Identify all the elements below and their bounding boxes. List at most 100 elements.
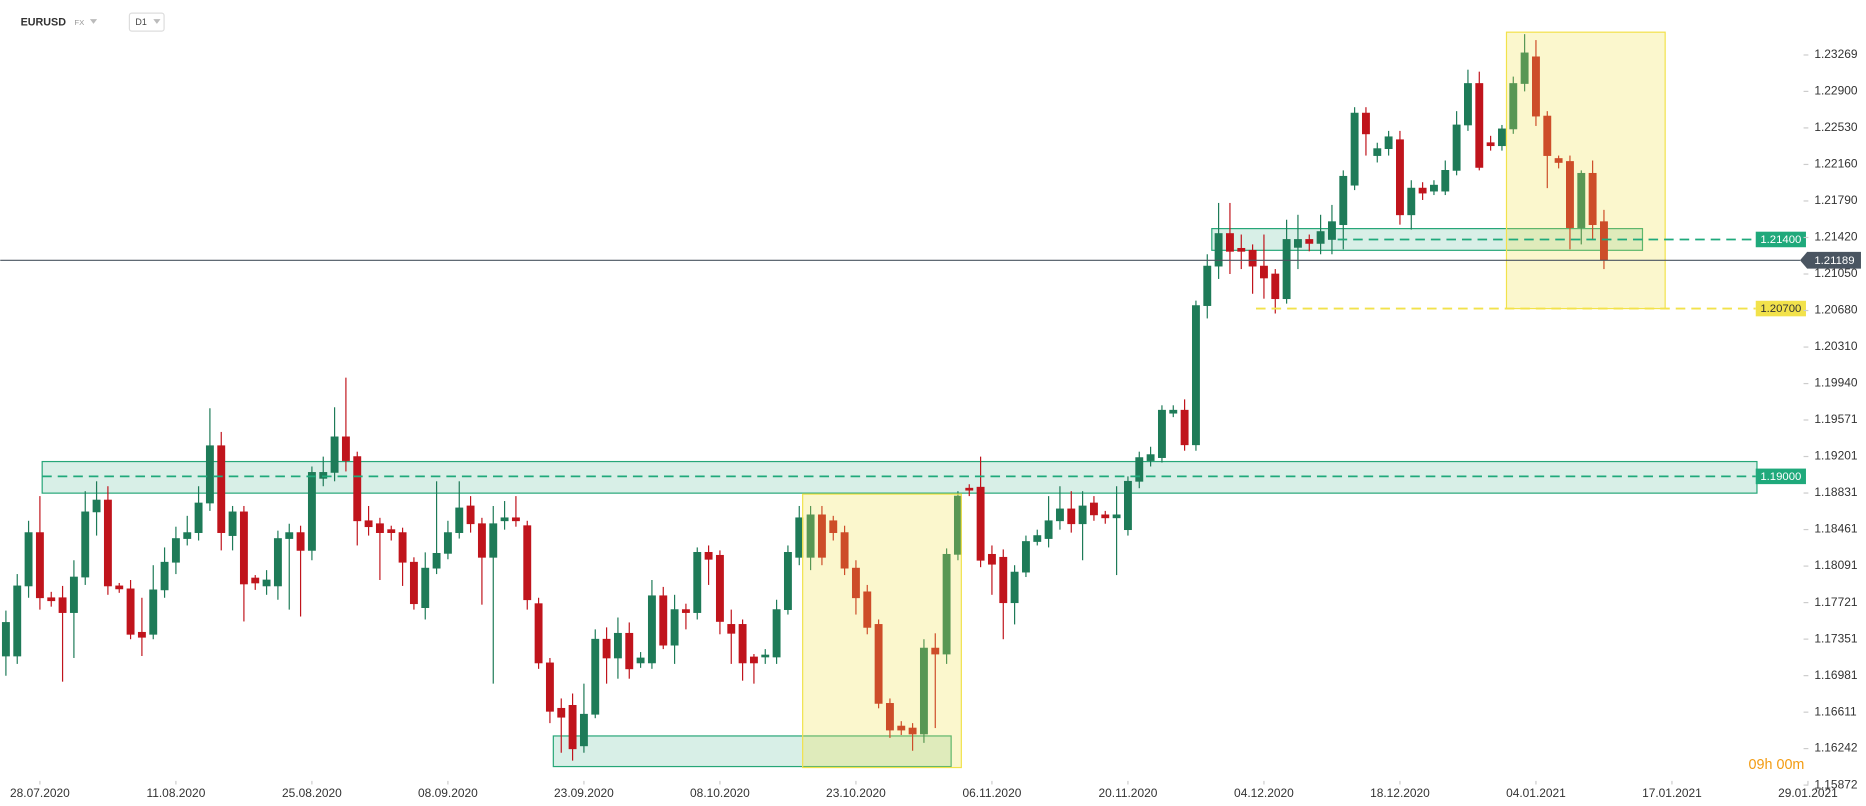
candle-body [364,520,373,528]
y-tick-label: 1.21050 [1814,266,1858,280]
level-label: 1.19000 [1760,471,1801,483]
zone [552,735,952,768]
timeframe-box[interactable] [128,12,165,32]
candle-body [863,591,872,628]
x-tick-label: 18.12.2020 [1370,786,1430,800]
x-tick-label: 17.01.2021 [1642,786,1702,800]
candle-body [568,704,577,750]
candle-body [319,472,328,479]
timeframe[interactable]: D1 [135,17,146,27]
x-tick-label: 06.11.2020 [963,786,1022,800]
candle-body [1112,514,1121,519]
y-tick-label: 1.20680 [1814,303,1858,317]
candle-body [160,561,169,591]
candle-body [1316,231,1325,244]
candle-body [738,624,747,664]
candle-body [296,532,305,551]
y-tick-label: 1.18831 [1814,485,1858,499]
x-tick-label: 04.12.2020 [1234,786,1294,800]
candle-body [1520,52,1529,84]
candle-body [81,511,90,578]
candle-body [885,703,894,731]
last-price-label: 1.21189 [1814,255,1854,267]
candle-body [1282,239,1291,300]
symbol[interactable]: EURUSD [21,17,67,29]
candle-body [409,561,418,605]
x-tick-label: 08.10.2020 [690,786,750,800]
candle-body [1123,480,1132,531]
candle-body [1,622,10,657]
timeframe-dropdown[interactable] [153,19,161,24]
candle-body [1361,112,1370,135]
symbol-dropdown[interactable] [89,19,98,24]
candle-body [965,487,974,491]
level-tag [1755,300,1806,317]
candle-body [217,445,226,533]
candle-body [670,609,679,646]
candle-body [602,638,611,659]
candle-body [1384,136,1393,150]
candle-body [545,662,554,712]
candle-body [715,554,724,622]
candle-body [1543,115,1552,156]
candle-body [999,556,1008,604]
candle-body [851,567,860,599]
toolbar: EURUSD FX D1 [21,12,165,32]
candle-body [613,632,622,659]
candle-body [13,585,22,657]
candle-body [1486,142,1495,147]
candle-body [273,538,282,587]
candle-body [239,511,248,585]
candle-body [931,647,940,655]
x-tick-label: 23.10.2020 [826,786,886,800]
market: FX [74,18,85,27]
candle-body [115,585,124,590]
candle-body [1067,508,1076,525]
candle-body [976,486,985,561]
countdown: 09h 00m [1749,757,1805,773]
y-tick-label: 1.20310 [1814,339,1858,353]
candle-body [772,609,781,658]
candle-body [1430,184,1438,192]
y-tick-label: 1.19201 [1814,449,1858,463]
candle-body [35,532,44,599]
candle-body [1464,83,1472,126]
candle-body [636,657,645,664]
candle-body [1203,265,1212,306]
y-tick-label: 1.16242 [1814,741,1858,755]
candle-body [126,588,135,635]
candle-body [443,532,452,554]
candle-body [1078,505,1087,525]
candle-body [1373,148,1382,156]
candle-body [1271,273,1280,300]
candle-body [1248,249,1257,267]
y-tick-label: 1.16981 [1814,668,1858,682]
y-tick-label: 1.18091 [1814,558,1858,572]
candle-body [1588,172,1597,226]
y-tick-label: 1.15872 [1814,777,1858,791]
candle-body [1452,124,1461,171]
candle-body [251,577,260,584]
candle-body [375,523,384,533]
candle-body [1407,187,1416,216]
x-tick-label: 25.08.2020 [282,786,342,800]
y-tick-label: 1.17721 [1814,595,1858,609]
x-tick-label: 08.09.2020 [418,786,478,800]
candle-body [1259,265,1268,279]
y-tick-label: 1.16611 [1814,704,1857,718]
candle-body [795,517,804,558]
candle-body [387,529,396,533]
candle-body [466,505,475,525]
candle-body [693,552,702,613]
candle-body [817,514,826,558]
x-tick-label: 29.01.2021 [1778,786,1838,800]
candle-body [1396,139,1404,216]
candle-body [1021,541,1030,573]
candle-body [1010,571,1019,604]
y-tick-label: 1.23269 [1814,47,1858,61]
level-tag [1755,468,1806,485]
zones-layer [41,228,1758,768]
candle-body [511,517,520,522]
candle-body [24,532,33,587]
